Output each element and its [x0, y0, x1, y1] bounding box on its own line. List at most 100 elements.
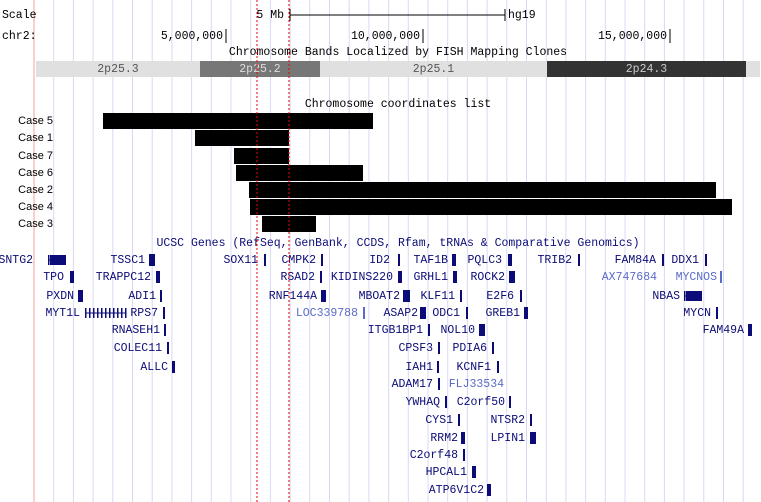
gene-exon: [93, 308, 95, 318]
gene-label: LPIN1: [490, 432, 525, 445]
gene-label: YWHAQ: [405, 396, 440, 409]
gene-glyph: [509, 271, 515, 283]
gene-label: MYCNOS: [676, 271, 718, 284]
gene-glyph: [437, 361, 439, 373]
gene-exon: [684, 291, 686, 301]
gene-glyph: [524, 307, 528, 319]
gene-glyph: [453, 271, 457, 283]
tracks: 5,000,000 10,000,000 15,000,000 Chromosome …: [0, 29, 760, 497]
gene-glyph: [321, 254, 323, 266]
gene-label: SOX11: [223, 254, 258, 267]
band: [746, 61, 760, 77]
gene-glyph: [172, 361, 175, 373]
band-label: 2p25.1: [413, 63, 455, 76]
track-title: Chromosome Bands Localized by FISH Mappi…: [229, 46, 567, 59]
gene-exon: [50, 255, 66, 265]
gene-label: COLEC11: [114, 342, 162, 355]
case-bar: [236, 165, 363, 181]
gene-label: C2orf50: [457, 396, 505, 409]
gene-label: C2orf48: [410, 449, 458, 462]
grid: [53, 0, 744, 502]
gene-label: ODC1: [432, 307, 460, 320]
gene-label: FAM84A: [615, 254, 657, 267]
gene-glyph: [460, 290, 462, 302]
gene-label: ROCK2: [470, 271, 505, 284]
gene-label: DDX1: [671, 254, 699, 267]
gene-label: RPS7: [130, 307, 158, 320]
case-label: Case 1: [18, 132, 53, 144]
gene-glyph: [520, 290, 522, 302]
gene-glyph: [748, 324, 752, 336]
gene-label: NTSR2: [490, 414, 525, 427]
gene-exon: [97, 308, 99, 318]
gene-exon: [125, 308, 127, 318]
band: [36, 61, 200, 77]
scale-label: Scale: [2, 9, 37, 22]
gene-glyph: [70, 271, 74, 283]
gene-glyph: [149, 254, 155, 266]
gene-glyph: [78, 290, 83, 302]
gene-glyph: [167, 342, 169, 354]
gene-exon: [85, 308, 87, 318]
gene-glyph: [492, 342, 494, 354]
case-label: Case 7: [18, 150, 53, 162]
gene-glyph: [438, 378, 440, 390]
gene-glyph: [472, 466, 476, 478]
track-title: Chromosome coordinates list: [305, 98, 491, 111]
gene-glyph: [530, 414, 532, 426]
gene-label: RSAD2: [280, 271, 315, 284]
gene-label: MYCN: [683, 307, 711, 320]
gene-label: RNF144A: [269, 290, 317, 303]
gene-label: MBOAT2: [359, 290, 401, 303]
gene-glyph: [398, 254, 400, 266]
gene-label: ALLC: [140, 361, 168, 374]
gene-glyph: [438, 342, 440, 354]
gene-exon: [89, 308, 91, 318]
chrom-label: chr2:: [2, 30, 37, 43]
gene-glyph: [164, 324, 166, 336]
gene-label: FAM49A: [703, 324, 745, 337]
gene-exon: [117, 308, 119, 318]
gene-glyph: [509, 396, 511, 408]
case-label: Case 4: [18, 201, 53, 213]
gene-label: TRIB2: [537, 254, 572, 267]
scale-size: 5 Mb: [256, 9, 284, 22]
gene-label: IAH1: [405, 361, 433, 374]
gene-label: PQLC3: [467, 254, 502, 267]
gene-exon: [48, 255, 50, 265]
gene-glyph: [716, 307, 718, 319]
gene-glyph: [720, 271, 722, 283]
gene-glyph: [321, 290, 326, 302]
gene-label: NOL10: [440, 324, 475, 337]
band: [200, 61, 320, 77]
gene-exon: [105, 308, 107, 318]
gene-label: E2F6: [486, 290, 514, 303]
gene-glyph: [428, 324, 430, 336]
gene-label: TSSC1: [110, 254, 145, 267]
gene-glyph: [578, 254, 580, 266]
gene-label: ADAM17: [392, 378, 433, 391]
case-bar: [249, 182, 716, 198]
gene-glyph: [398, 271, 402, 283]
gene-glyph: [420, 307, 426, 319]
ruler-label: 10,000,000: [351, 30, 420, 43]
gene-label: RRM2: [430, 432, 458, 445]
case-bar: [250, 199, 732, 215]
case-label: Case 3: [18, 218, 53, 230]
gene-label: ID2: [369, 254, 390, 267]
gene-label: MYT1L: [45, 307, 80, 320]
case-label: Case 2: [18, 184, 53, 196]
gene-glyph: [363, 307, 365, 319]
gene-glyph: [705, 254, 707, 266]
case-label: Case 6: [18, 167, 53, 179]
gene-label: GREB1: [485, 307, 520, 320]
gene-glyph: [508, 254, 512, 266]
gene-exon: [113, 308, 115, 318]
gene-label: GRHL1: [413, 271, 448, 284]
ruler-label: 5,000,000: [161, 30, 223, 43]
gene-glyph: [497, 361, 499, 373]
gene-label: ITGB1BP1: [368, 324, 423, 337]
gene-label: ASAP2: [383, 307, 418, 320]
gene-glyph: [487, 484, 491, 496]
